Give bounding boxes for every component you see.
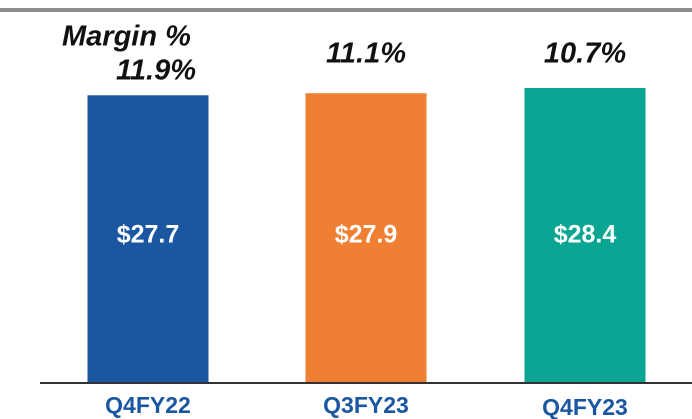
bar (524, 88, 646, 383)
bar (87, 95, 209, 384)
value-label: $27.9 (335, 221, 398, 249)
value-label: $28.4 (554, 221, 617, 249)
value-label: $27.7 (117, 221, 180, 249)
margin-label: 10.7% (544, 38, 626, 70)
x-tick-label: Q3FY23 (323, 392, 409, 418)
x-tick-label: Q4FY23 (542, 394, 628, 419)
margin-label: 11.9% (116, 55, 196, 87)
x-tick-label: Q4FY22 (105, 392, 191, 418)
margin-title: Margin % (62, 21, 191, 53)
margin-label: 11.1% (326, 38, 406, 70)
bar (305, 93, 427, 383)
